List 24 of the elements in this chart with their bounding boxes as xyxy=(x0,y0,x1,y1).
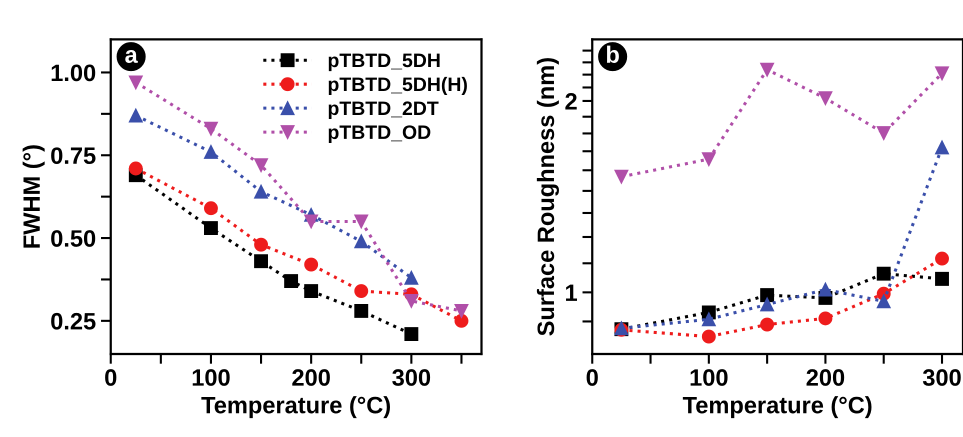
x-tick-label: 100 xyxy=(192,369,230,386)
legend-label: pTBTD_5DH(H) xyxy=(328,76,467,96)
x-tick-label: 300 xyxy=(392,369,430,386)
y-tick-label: 1 xyxy=(566,284,578,301)
x-tick-label: 200 xyxy=(292,369,330,386)
x-axis-title: Temperature (°C) xyxy=(682,396,872,418)
x-tick-label: 100 xyxy=(690,369,728,386)
x-tick-label: 0 xyxy=(105,369,116,386)
legend-label: pTBTD_5DH xyxy=(328,54,440,72)
y-tick-label: 0.50 xyxy=(51,230,96,247)
y-tick-label: 1.00 xyxy=(52,64,96,82)
legend-label: pTBTD_OD xyxy=(328,125,430,143)
legend-label: pTBTD_2DT xyxy=(328,101,439,119)
y-axis-title: FWHM (°) xyxy=(22,145,45,248)
y-tick-label: 2 xyxy=(565,93,577,110)
x-tick-label: 200 xyxy=(806,369,844,386)
x-axis-title: Temperature (°C) xyxy=(201,396,390,418)
y-tick-label: 0.25 xyxy=(51,312,96,330)
x-tick-label: 0 xyxy=(586,369,598,386)
y-tick-label: 0.75 xyxy=(51,147,96,164)
annotation: a xyxy=(125,50,138,63)
annotation: b xyxy=(606,46,619,63)
x-tick-label: 300 xyxy=(922,369,961,386)
y-axis-title: Surface Roughness (nm) xyxy=(536,58,559,336)
